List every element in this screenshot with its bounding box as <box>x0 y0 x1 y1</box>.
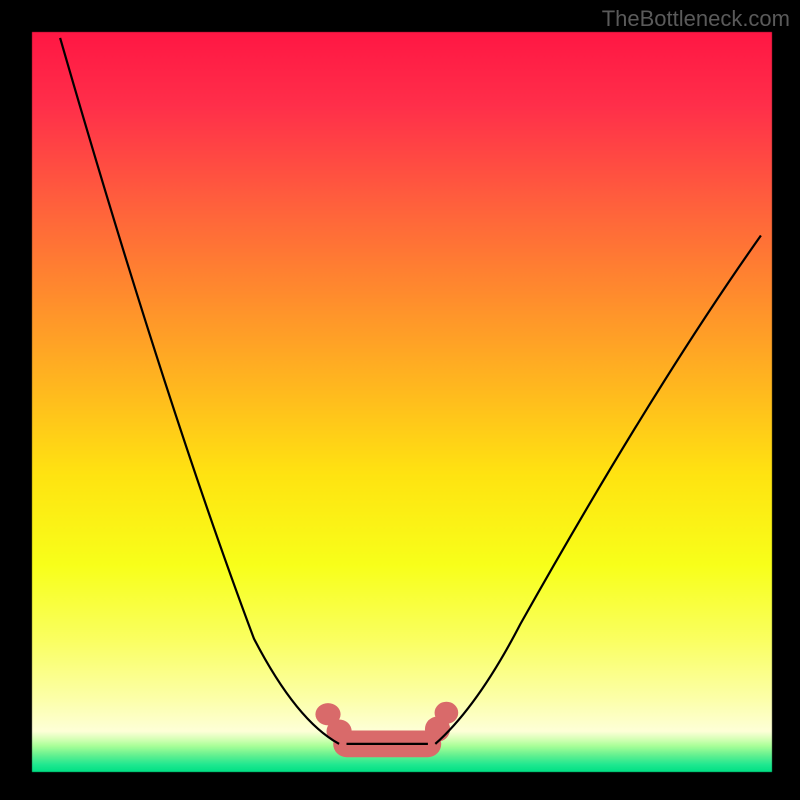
curve-overlay <box>0 0 800 800</box>
watermark-text: TheBottleneck.com <box>602 6 790 32</box>
chart-container: TheBottleneck.com <box>0 0 800 800</box>
